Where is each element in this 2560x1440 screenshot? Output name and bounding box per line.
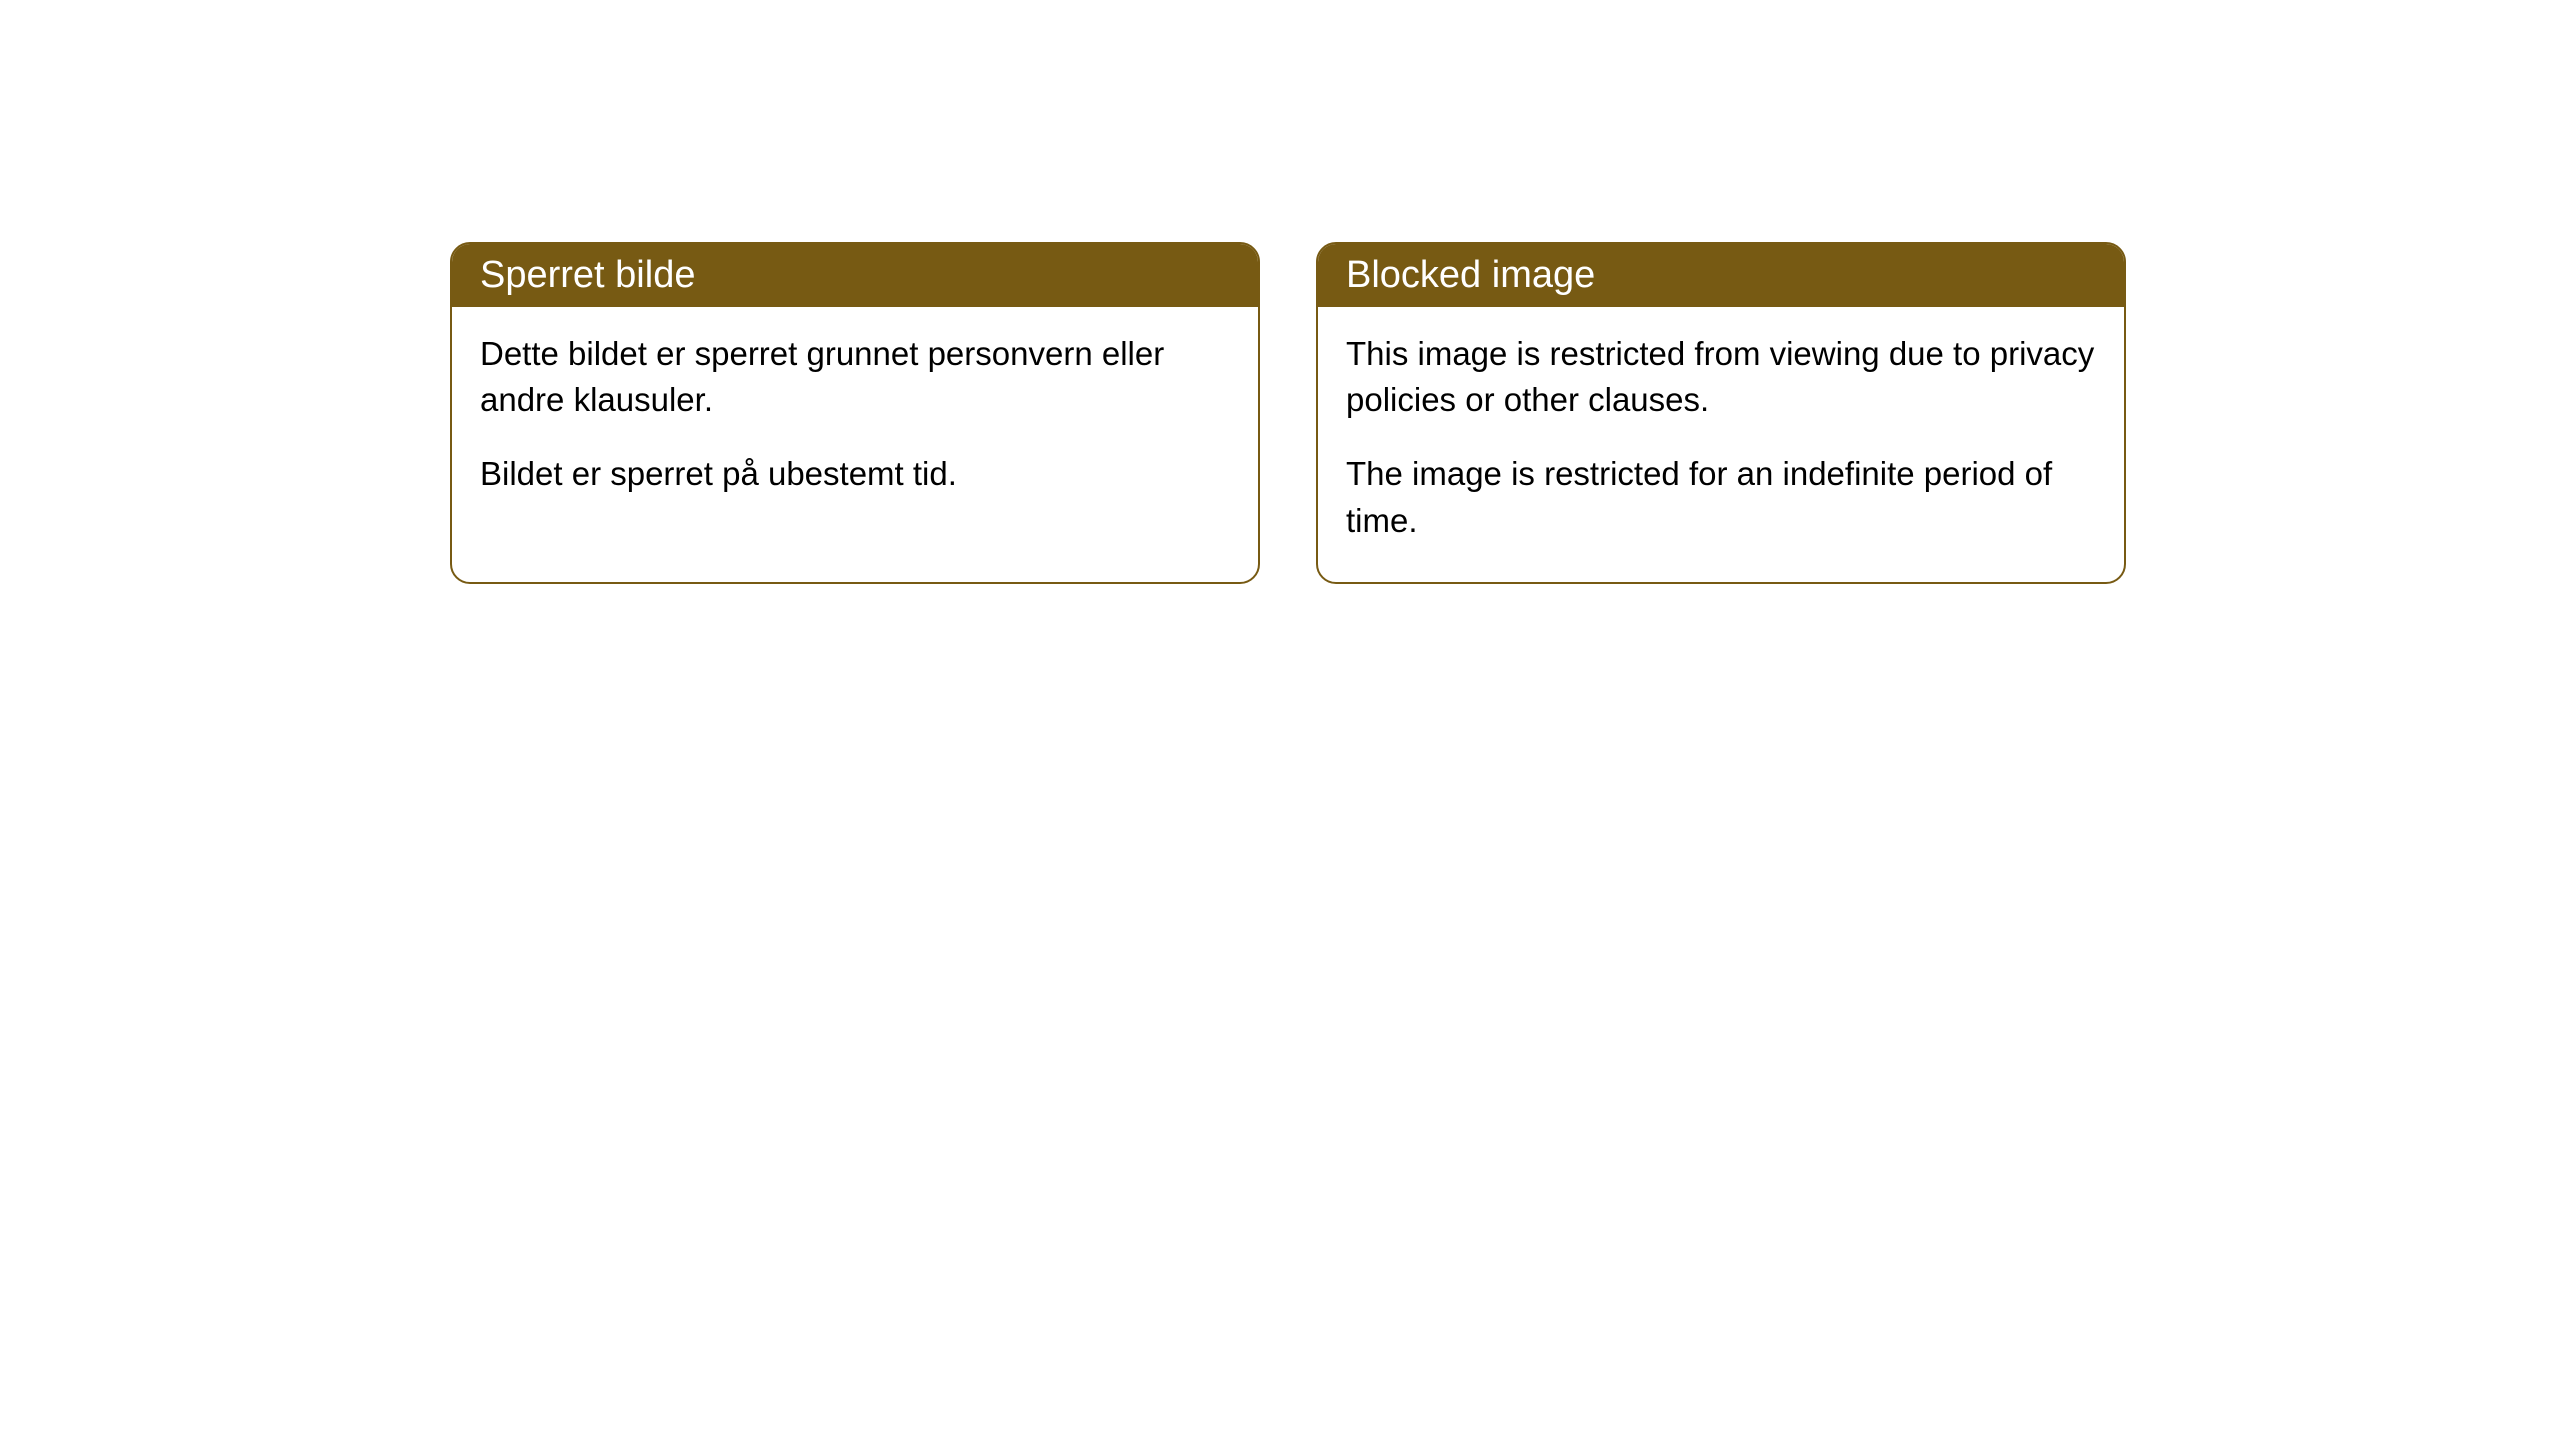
blocked-image-card-english: Blocked image This image is restricted f… xyxy=(1316,242,2126,584)
card-paragraph: The image is restricted for an indefinit… xyxy=(1346,451,2096,543)
card-header: Blocked image xyxy=(1318,244,2124,307)
card-title: Sperret bilde xyxy=(480,254,695,296)
card-paragraph: Dette bildet er sperret grunnet personve… xyxy=(480,331,1230,423)
card-body: This image is restricted from viewing du… xyxy=(1318,307,2124,582)
card-paragraph: This image is restricted from viewing du… xyxy=(1346,331,2096,423)
card-title: Blocked image xyxy=(1346,254,1595,296)
notice-cards-container: Sperret bilde Dette bildet er sperret gr… xyxy=(450,242,2126,584)
blocked-image-card-norwegian: Sperret bilde Dette bildet er sperret gr… xyxy=(450,242,1260,584)
card-paragraph: Bildet er sperret på ubestemt tid. xyxy=(480,451,1230,497)
card-body: Dette bildet er sperret grunnet personve… xyxy=(452,307,1258,536)
card-header: Sperret bilde xyxy=(452,244,1258,307)
